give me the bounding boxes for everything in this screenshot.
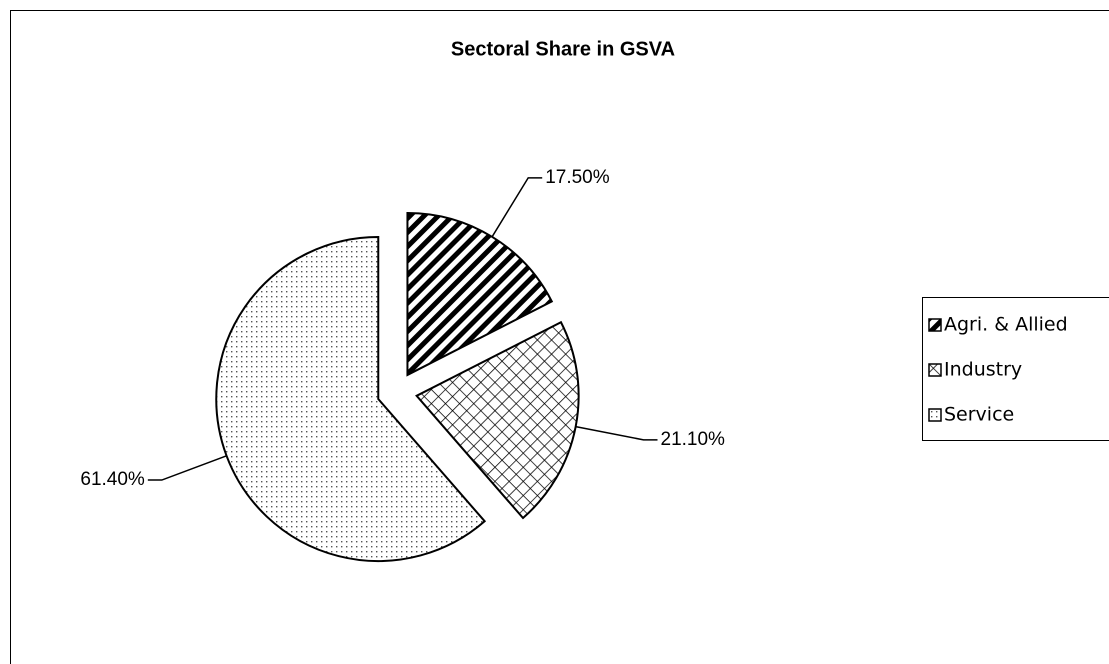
legend-label: Service <box>944 404 1014 426</box>
pie-slice <box>415 320 580 520</box>
data-label: 17.50% <box>545 167 610 188</box>
pie-slice <box>406 211 554 377</box>
chart-title: Sectoral Share in GSVA <box>451 38 675 60</box>
leader-line <box>491 177 543 238</box>
leader-line <box>575 425 658 441</box>
legend-swatch <box>928 363 942 377</box>
legend-label: Agri. & Allied <box>944 314 1068 336</box>
legend-label: Industry <box>944 359 1022 381</box>
data-label: 21.10% <box>661 429 726 450</box>
legend-swatch <box>928 408 942 422</box>
data-label: 61.40% <box>80 469 145 490</box>
legend-swatch <box>928 318 942 332</box>
legend-box <box>922 297 1109 441</box>
leader-line <box>147 455 227 481</box>
pie-slice <box>215 236 487 563</box>
